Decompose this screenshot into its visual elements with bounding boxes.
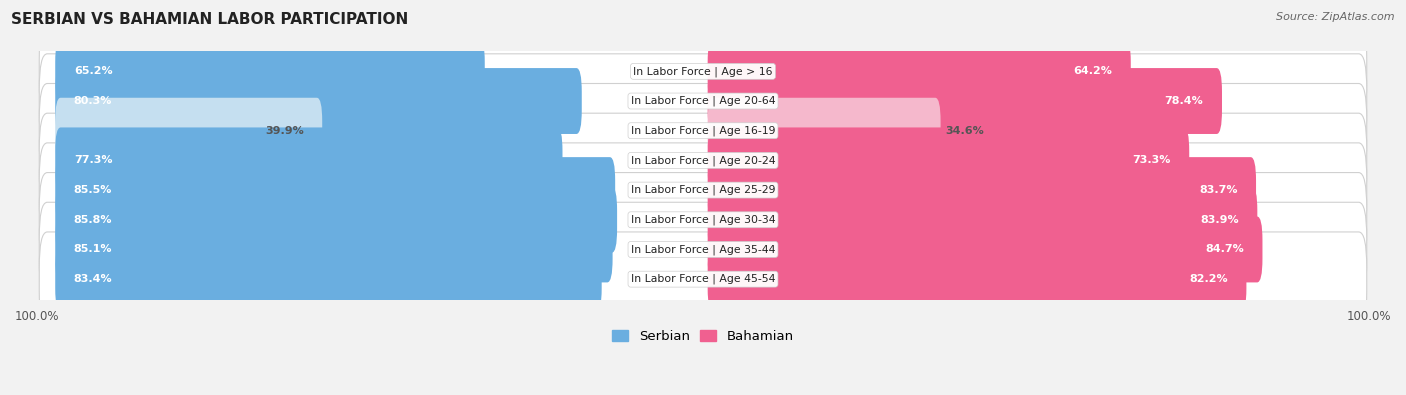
FancyBboxPatch shape [39,24,1367,118]
FancyBboxPatch shape [39,173,1367,267]
Text: 80.3%: 80.3% [75,96,112,106]
FancyBboxPatch shape [39,54,1367,148]
FancyBboxPatch shape [707,68,1222,134]
FancyBboxPatch shape [707,216,1263,282]
FancyBboxPatch shape [707,38,1130,104]
Legend: Serbian, Bahamian: Serbian, Bahamian [607,324,799,348]
Text: In Labor Force | Age 35-44: In Labor Force | Age 35-44 [631,244,775,255]
FancyBboxPatch shape [707,128,1189,193]
Text: 39.9%: 39.9% [264,126,304,136]
FancyBboxPatch shape [55,68,582,134]
Text: In Labor Force | Age 25-29: In Labor Force | Age 25-29 [631,185,775,196]
FancyBboxPatch shape [39,232,1367,326]
FancyBboxPatch shape [55,246,602,312]
FancyBboxPatch shape [55,216,613,282]
FancyBboxPatch shape [39,143,1367,237]
Text: In Labor Force | Age > 16: In Labor Force | Age > 16 [633,66,773,77]
Text: In Labor Force | Age 30-34: In Labor Force | Age 30-34 [631,214,775,225]
Text: 83.9%: 83.9% [1201,215,1239,225]
FancyBboxPatch shape [55,38,485,104]
Text: 83.7%: 83.7% [1199,185,1237,195]
Text: In Labor Force | Age 20-24: In Labor Force | Age 20-24 [631,155,775,166]
FancyBboxPatch shape [39,113,1367,208]
Text: 78.4%: 78.4% [1164,96,1204,106]
Text: 84.7%: 84.7% [1205,245,1244,254]
FancyBboxPatch shape [707,246,1246,312]
Text: 77.3%: 77.3% [75,155,112,166]
Text: 83.4%: 83.4% [75,274,112,284]
FancyBboxPatch shape [39,83,1367,178]
Text: In Labor Force | Age 16-19: In Labor Force | Age 16-19 [631,126,775,136]
Text: 85.1%: 85.1% [75,245,112,254]
Text: 65.2%: 65.2% [75,66,112,76]
Text: Source: ZipAtlas.com: Source: ZipAtlas.com [1277,12,1395,22]
Text: 64.2%: 64.2% [1073,66,1112,76]
FancyBboxPatch shape [707,187,1257,253]
FancyBboxPatch shape [39,202,1367,297]
FancyBboxPatch shape [55,128,562,193]
Text: 73.3%: 73.3% [1132,155,1171,166]
Text: In Labor Force | Age 45-54: In Labor Force | Age 45-54 [631,274,775,284]
Text: 85.8%: 85.8% [75,215,112,225]
Text: In Labor Force | Age 20-64: In Labor Force | Age 20-64 [631,96,775,106]
FancyBboxPatch shape [707,98,941,164]
FancyBboxPatch shape [55,187,617,253]
Text: 34.6%: 34.6% [945,126,984,136]
FancyBboxPatch shape [707,157,1256,223]
Text: 85.5%: 85.5% [75,185,112,195]
Text: 82.2%: 82.2% [1189,274,1227,284]
Text: SERBIAN VS BAHAMIAN LABOR PARTICIPATION: SERBIAN VS BAHAMIAN LABOR PARTICIPATION [11,12,409,27]
FancyBboxPatch shape [55,157,616,223]
FancyBboxPatch shape [55,98,322,164]
